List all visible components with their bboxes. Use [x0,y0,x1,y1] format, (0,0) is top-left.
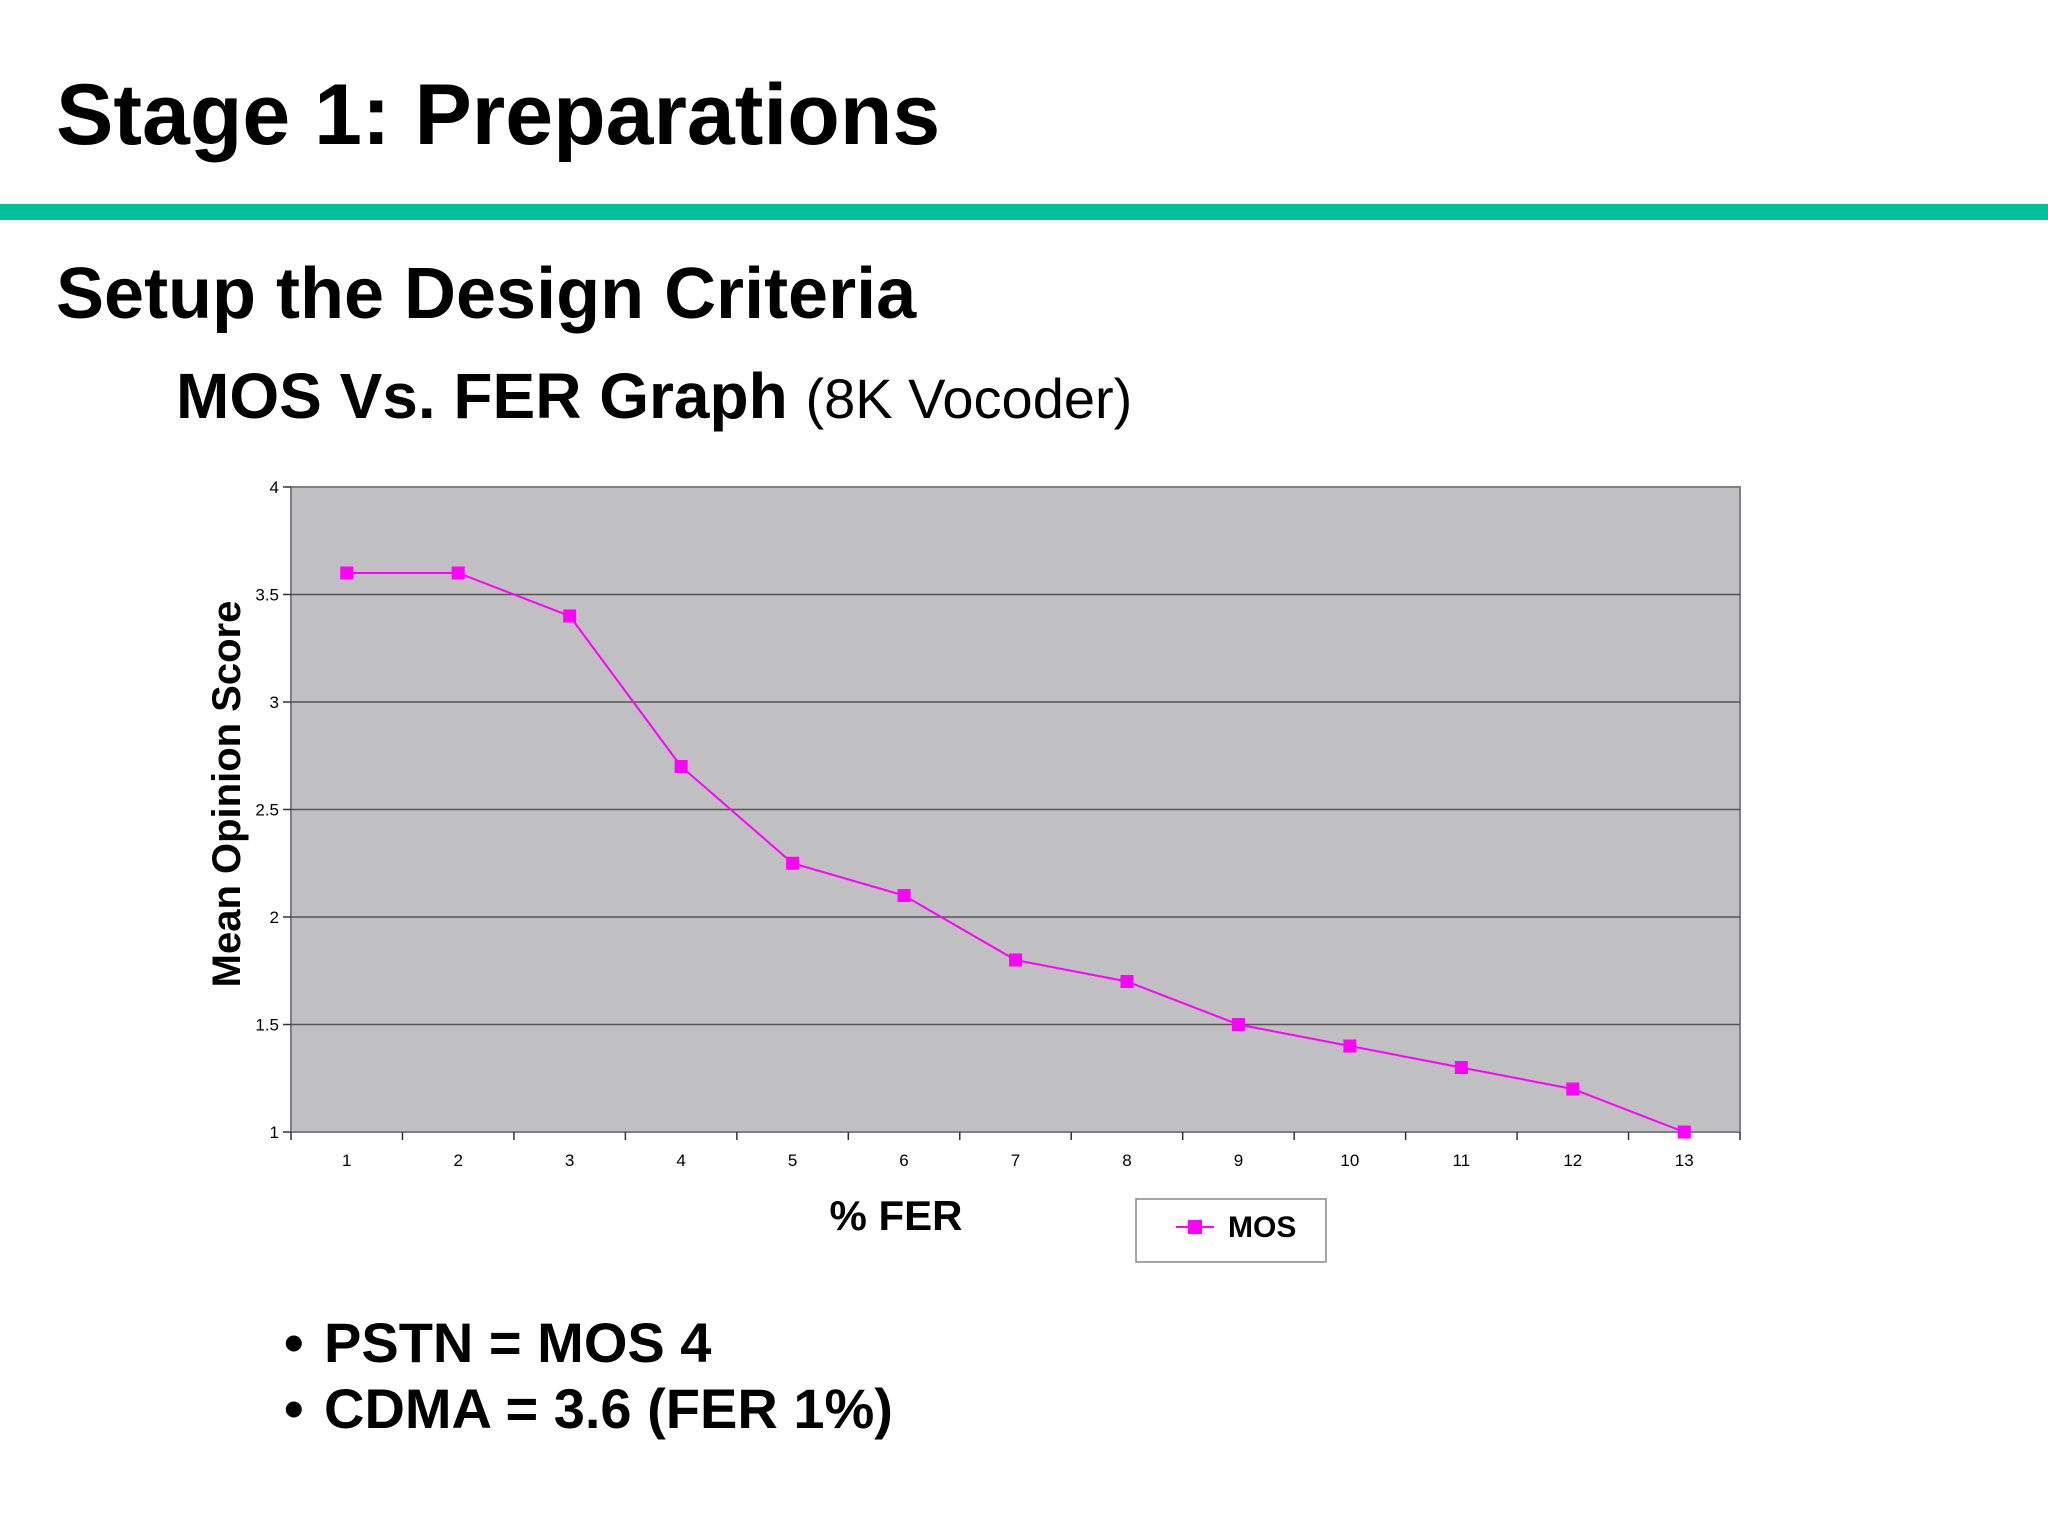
y-tick-label: 1.5 [255,1016,279,1035]
y-axis-title: Mean Opinion Score [205,601,249,988]
graph-title: MOS Vs. FER Graph [176,360,788,432]
x-tick-label: 5 [788,1151,797,1170]
slide-title: Stage 1: Preparations [56,67,941,163]
data-point [674,760,688,773]
bullet-item: • PSTN = MOS 4 [284,1310,893,1376]
bullet-dot: • [284,1311,304,1374]
y-tick-label: 4 [270,478,279,497]
legend-box [1135,1198,1327,1263]
x-tick-label: 11 [1453,1151,1471,1170]
x-tick-label: 12 [1563,1151,1582,1170]
x-tick-label: 2 [453,1151,462,1170]
x-tick-label: 9 [1234,1151,1243,1170]
x-tick-label: 1 [342,1151,351,1170]
y-tick-label: 2 [270,908,279,927]
graph-heading: MOS Vs. FER Graph (8K Vocoder) [176,364,1132,428]
graph-note: (8K Vocoder) [805,367,1133,430]
legend-label: MOS [1228,1211,1296,1244]
data-point [1120,975,1134,988]
data-point [1009,953,1022,967]
data-point [1677,1125,1691,1139]
y-tick-label: 3.5 [255,586,279,605]
x-tick-label: 3 [565,1151,574,1170]
bullet-item: • CDMA = 3.6 (FER 1%) [284,1376,893,1442]
bullet-list: • PSTN = MOS 4 • CDMA = 3.6 (FER 1%) [284,1310,893,1442]
data-point [897,889,911,902]
x-axis-title: % FER [829,1192,962,1239]
slide-subtitle: Setup the Design Criteria [56,254,917,334]
x-tick-label: 13 [1675,1151,1694,1170]
data-point [786,856,800,870]
x-tick-label: 7 [1011,1151,1020,1170]
data-point [563,609,577,623]
x-tick-label: 10 [1340,1151,1359,1170]
mos-fer-chart: 11.522.533.541 2 3 4 5 6 7 8 9 10 11 12 13% FERMean … [205,478,1741,1263]
bullet-text-cdma: CDMA = 3.6 (FER 1%) [324,1377,893,1440]
bullet-text-pstn: PSTN = MOS 4 [324,1311,712,1374]
legend-marker [1188,1220,1202,1234]
y-tick-label: 3 [270,693,279,712]
x-tick-label: 4 [676,1151,685,1170]
y-tick-label: 2.5 [255,801,279,820]
data-point [1454,1061,1468,1074]
data-point [1566,1082,1580,1096]
x-tick-label: 8 [1122,1151,1131,1170]
data-point [1343,1039,1357,1053]
bullet-dot: • [284,1377,304,1440]
data-point [340,566,354,580]
x-tick-label: 6 [899,1151,908,1170]
data-point [451,566,465,580]
title-divider [0,204,2048,220]
data-point [1231,1018,1245,1031]
y-tick-label: 1 [270,1123,279,1142]
